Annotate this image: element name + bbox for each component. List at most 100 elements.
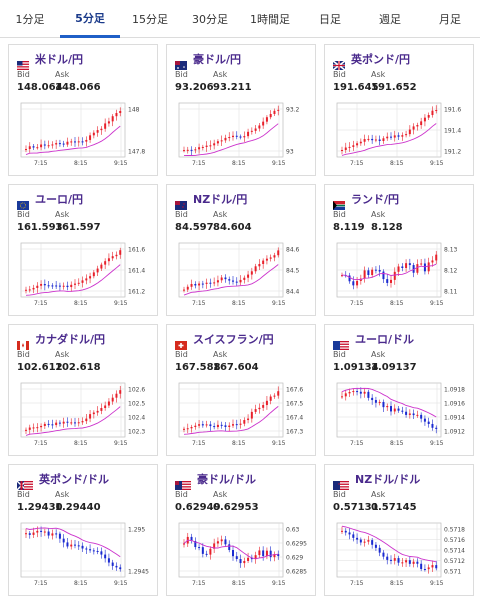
candle-body [408, 560, 411, 564]
candle-body [374, 139, 377, 141]
candlestick-chart: 93.2 93 7:15 8:15 9:15 [178, 102, 300, 167]
y-tick-label: 93 [286, 149, 294, 156]
rate-card[interactable]: NZドル/ドル Bid Ask 0.57131 0.57145 0.5718 0.5716 0… [324, 464, 474, 596]
tab-7[interactable]: 週足 [379, 13, 401, 26]
candle-body [104, 123, 107, 129]
candle-body [265, 258, 268, 261]
candle-body [228, 544, 231, 551]
rate-card[interactable]: ユーロ/ドル Bid Ask 1.09134 1.09137 1.0918 1.0916 1.… [324, 324, 474, 456]
candle-body [92, 132, 95, 136]
y-tick-label: 0.629 [286, 555, 303, 562]
pair-name[interactable]: 英ポンド/ドル [39, 473, 110, 486]
candle-body [47, 531, 50, 536]
pair-name[interactable]: 英ポンド/円 [351, 53, 411, 66]
candle-body [198, 147, 201, 150]
bid-value: 0.62949 [175, 502, 221, 513]
x-tick-label: 8:15 [74, 440, 88, 447]
candle-body [28, 427, 31, 430]
tab-1[interactable]: 1分足 [15, 13, 45, 26]
candle-body [77, 141, 80, 143]
candle-body [386, 279, 389, 283]
candle-body [58, 285, 61, 287]
pair-name[interactable]: 豪ドル/ドル [197, 473, 257, 486]
bid-value: 93.206 [175, 82, 214, 93]
candle-body [58, 533, 61, 539]
pair-name[interactable]: NZドル/ドル [355, 473, 421, 486]
rate-card[interactable]: ユーロ/円 Bid Ask 161.593 161.597 161.6 161.4 161.2… [8, 184, 158, 316]
rate-card[interactable]: NZドル/円 Bid Ask 84.597 84.604 84.6 84.5 84.4 7:15… [166, 184, 316, 316]
candle-body [70, 141, 73, 143]
candle-body [62, 285, 65, 287]
rate-card[interactable]: 豪ドル/円 Bid Ask 93.206 93.211 93.2 93 7:15 8:15 9:1… [166, 44, 316, 176]
rate-card[interactable]: ランド/円 Bid Ask 8.119 8.128 8.13 8.12 8.11 7:15 8:1… [324, 184, 474, 316]
candle-body [344, 147, 347, 150]
tab-8[interactable]: 月足 [439, 13, 461, 26]
x-tick-label: 9:15 [430, 440, 444, 447]
card-title: ユーロ/円 [17, 191, 84, 210]
candle-body [228, 425, 231, 427]
candle-body [401, 410, 404, 412]
tab-6[interactable]: 日足 [319, 13, 341, 26]
candle-body [386, 406, 389, 408]
y-tick-label: 191.2 [444, 149, 461, 156]
candle-body [40, 530, 43, 532]
pair-name[interactable]: カナダドル/円 [35, 333, 106, 346]
rate-card[interactable]: 英ポンド/ドル Bid Ask 1.29430 1.29440 1.295 1.2945 7:… [8, 464, 158, 596]
candle-body [431, 565, 434, 568]
tab-5[interactable]: 1時間足 [250, 13, 290, 26]
candle-body [239, 423, 242, 425]
candle-body [96, 410, 99, 413]
rate-card[interactable]: 米ドル/円 Bid Ask 148.064 148.066 148 147.8 7:15 8:1… [8, 44, 158, 176]
candle-body [66, 141, 69, 145]
candle-body [393, 558, 396, 561]
pair-name[interactable]: ユーロ/ドル [355, 333, 415, 346]
nz-us-flag-icon [333, 475, 349, 490]
candle-body [224, 539, 227, 545]
x-tick-label: 8:15 [232, 440, 246, 447]
candle-body [81, 545, 84, 549]
pair-name[interactable]: 米ドル/円 [35, 53, 84, 66]
ask-label: Ask [371, 490, 386, 499]
pair-name[interactable]: スイスフラン/円 [193, 333, 274, 346]
ask-value: 191.652 [371, 82, 417, 93]
rate-card[interactable]: カナダドル/円 Bid Ask 102.612 102.618 102.6 102.5 102… [8, 324, 158, 456]
candle-body [32, 427, 35, 429]
candle-body [247, 274, 250, 278]
y-tick-label: 102.5 [128, 401, 145, 408]
candle-body [235, 556, 238, 560]
ask-label: Ask [213, 70, 228, 79]
rate-card[interactable]: スイスフラン/円 Bid Ask 167.588 167.604 167.6 167.5 16… [166, 324, 316, 456]
candle-body [431, 260, 434, 263]
candle-body [352, 281, 355, 286]
candle-body [374, 544, 377, 548]
candle-body [47, 285, 50, 287]
candle-body [239, 559, 242, 564]
rate-card[interactable]: 豪ドル/ドル Bid Ask 0.62949 0.62953 0.63 0.6295 0.62… [166, 464, 316, 596]
tab-3[interactable]: 15分足 [132, 13, 168, 26]
bid-label: Bid [175, 490, 188, 499]
candle-body [55, 143, 58, 145]
candle-body [25, 533, 27, 535]
candle-body [89, 414, 92, 419]
pair-name[interactable]: NZドル/円 [193, 193, 248, 206]
candle-body [220, 539, 223, 542]
candle-body [213, 426, 216, 428]
candle-body [427, 421, 430, 424]
candle-body [254, 409, 257, 412]
ask-label: Ask [55, 490, 70, 499]
tab-4[interactable]: 30分足 [192, 13, 228, 26]
candle-body [89, 549, 92, 551]
candle-body [107, 121, 110, 124]
pair-name[interactable]: ランド/円 [351, 193, 400, 206]
rate-card[interactable]: 英ポンド/円 Bid Ask 191.645 191.652 191.6 191.4 191.… [324, 44, 474, 176]
pair-name[interactable]: ユーロ/円 [35, 193, 84, 206]
x-tick-label: 7:15 [350, 160, 364, 167]
pair-name[interactable]: 豪ドル/円 [193, 53, 242, 66]
candle-body [254, 266, 257, 272]
candle-body [183, 428, 185, 430]
ch-flag-icon [175, 335, 187, 350]
y-tick-label: 84.5 [286, 268, 300, 275]
bid-label: Bid [17, 350, 30, 359]
candle-body [423, 418, 426, 422]
tab-2[interactable]: 5分足 [60, 0, 120, 38]
